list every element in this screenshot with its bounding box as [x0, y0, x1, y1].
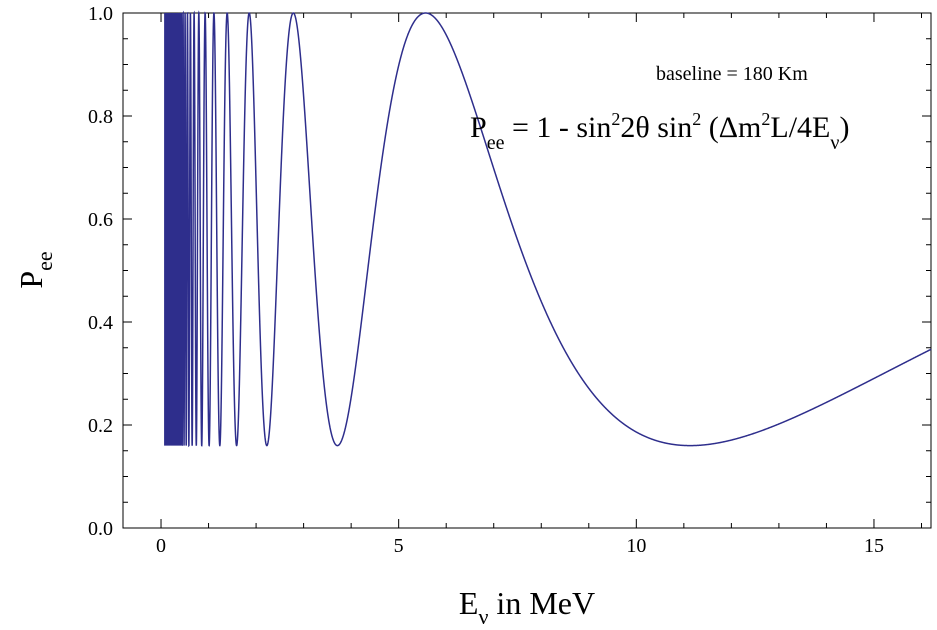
- x-tick-label: 5: [394, 535, 404, 557]
- x-axis-label-text: in MeV: [496, 585, 595, 621]
- x-axis-symbol: E: [459, 585, 479, 621]
- x-tick-label: 15: [864, 535, 884, 557]
- x-tick-label: 0: [156, 535, 166, 557]
- x-axis-label: Eν in MeV: [459, 585, 595, 629]
- y-axis-label: Pee: [13, 251, 57, 288]
- y-tick-label: 1.0: [88, 3, 113, 25]
- series-line-pee: [164, 10, 932, 448]
- formula-part4: L/4E: [770, 111, 830, 144]
- annotation-baseline: baseline = 180 Km: [656, 63, 808, 85]
- formula-p: P: [470, 111, 487, 144]
- y-tick-label: 0.0: [88, 518, 113, 540]
- formula-part1: = 1 - sin: [504, 111, 611, 144]
- formula-part2: 2θ sin: [620, 111, 692, 144]
- axis-ticks: [123, 12, 931, 529]
- y-tick-label: 0.2: [88, 415, 113, 437]
- formula-sup3: 2: [761, 109, 770, 129]
- formula-p-sub: ee: [487, 132, 505, 154]
- y-axis-symbol-sub: ee: [32, 251, 57, 271]
- y-axis-symbol: P: [13, 271, 49, 289]
- x-tick-label: 10: [626, 535, 646, 557]
- formula-part5: ): [839, 111, 849, 144]
- annotation-formula: Pee = 1 - sin22θ sin2 (Δm2L/4Eν): [470, 109, 849, 154]
- x-axis-symbol-sub: ν: [478, 604, 488, 629]
- y-tick-label: 0.6: [88, 209, 113, 231]
- formula-sup1: 2: [611, 109, 620, 129]
- plot-frame: [122, 12, 932, 529]
- formula-sup2: 2: [692, 109, 701, 129]
- formula-sub4: ν: [830, 132, 839, 154]
- y-tick-label: 0.8: [88, 106, 113, 128]
- axis-tick-labels: 0 5 10 15 0.0 0.2 0.4 0.6 0.8 1.0: [88, 3, 884, 557]
- formula-part3: (Δm: [701, 111, 761, 144]
- y-tick-label: 0.4: [88, 312, 113, 334]
